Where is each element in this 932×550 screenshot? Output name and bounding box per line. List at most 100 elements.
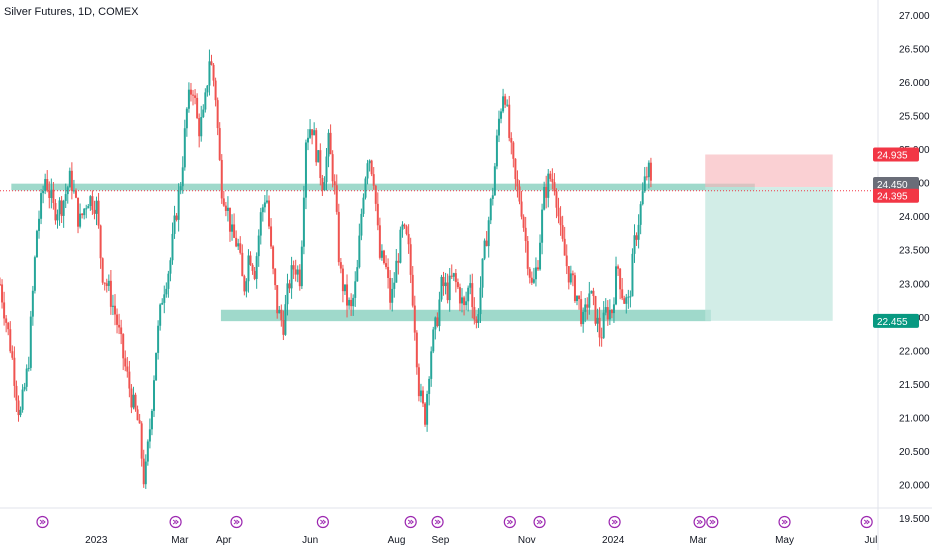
candle	[329, 132, 332, 155]
candle	[522, 216, 525, 228]
candle	[582, 311, 585, 325]
candle	[224, 205, 227, 211]
candle	[109, 280, 112, 307]
candle	[7, 322, 10, 330]
candle	[56, 214, 59, 221]
candle	[237, 243, 240, 247]
candle	[391, 288, 394, 303]
candle	[571, 273, 574, 276]
candle	[557, 207, 560, 217]
candle	[346, 284, 349, 306]
candle	[103, 282, 106, 284]
candle	[362, 197, 365, 214]
candle	[604, 307, 607, 313]
candle	[370, 160, 373, 175]
candle	[276, 285, 279, 314]
chart-title: Silver Futures, 1D, COMEX	[4, 6, 139, 18]
candle	[228, 207, 231, 232]
candle	[333, 181, 336, 186]
y-tick-label: 23.500	[899, 246, 930, 257]
candle	[298, 269, 301, 287]
candle	[159, 304, 162, 326]
candle	[335, 185, 338, 212]
candle	[350, 299, 353, 307]
candle	[339, 262, 342, 269]
candle	[187, 89, 190, 109]
candle	[497, 118, 500, 136]
candle	[79, 213, 82, 227]
event-arrow-icon	[233, 519, 240, 525]
candle	[284, 304, 287, 335]
candle	[74, 190, 77, 198]
candle	[395, 260, 398, 283]
candle	[551, 178, 554, 183]
candle	[245, 281, 248, 292]
candle	[212, 64, 215, 81]
x-tick-label: 2024	[602, 535, 625, 546]
candle	[9, 329, 12, 352]
event-arrow-icon	[320, 519, 327, 525]
candle	[3, 302, 6, 319]
candle	[286, 283, 289, 305]
candle	[253, 270, 256, 279]
candle	[19, 409, 22, 416]
candle	[93, 209, 96, 214]
candle	[313, 130, 316, 136]
candle	[337, 211, 340, 263]
candle	[44, 179, 47, 191]
candle	[590, 290, 593, 294]
candle	[413, 305, 416, 333]
candle	[380, 250, 383, 258]
candle	[382, 250, 385, 264]
candle	[140, 423, 143, 459]
candle	[471, 283, 474, 308]
candle	[368, 160, 371, 164]
candle	[179, 186, 182, 191]
x-tick-label: Aug	[388, 535, 406, 546]
y-tick-label: 20.500	[899, 447, 930, 458]
candle	[307, 137, 310, 143]
candle	[138, 420, 141, 424]
candle	[401, 224, 404, 230]
candle	[629, 296, 632, 298]
candle	[118, 324, 121, 328]
candle	[635, 235, 638, 240]
y-tick-label: 26.500	[899, 45, 930, 56]
candle	[146, 441, 149, 462]
candle	[493, 166, 496, 196]
x-tick-label: Jul	[865, 535, 878, 546]
candle	[374, 185, 377, 204]
candle	[198, 118, 201, 137]
candle	[514, 158, 517, 180]
candle	[128, 371, 131, 389]
candle	[233, 224, 236, 238]
candle	[424, 403, 427, 425]
candle	[446, 282, 449, 301]
candle	[17, 400, 20, 416]
candle	[300, 246, 303, 287]
candle	[354, 281, 357, 298]
candle	[87, 206, 90, 209]
candle	[58, 200, 61, 215]
candle	[405, 226, 408, 234]
candle	[631, 253, 634, 297]
candle	[563, 238, 566, 256]
candle	[598, 317, 601, 338]
candle	[64, 194, 67, 201]
candle	[428, 378, 431, 394]
candle	[175, 215, 178, 220]
candle	[183, 128, 186, 168]
candle	[487, 220, 490, 247]
zone-support	[220, 309, 711, 322]
candle	[504, 96, 507, 105]
candle	[417, 367, 420, 397]
candle	[132, 394, 135, 408]
candle	[421, 390, 424, 404]
event-arrow-icon	[781, 519, 788, 525]
candle	[107, 280, 110, 286]
candle	[397, 260, 400, 263]
candle	[647, 162, 650, 178]
candle	[196, 97, 199, 119]
candle	[578, 295, 581, 300]
